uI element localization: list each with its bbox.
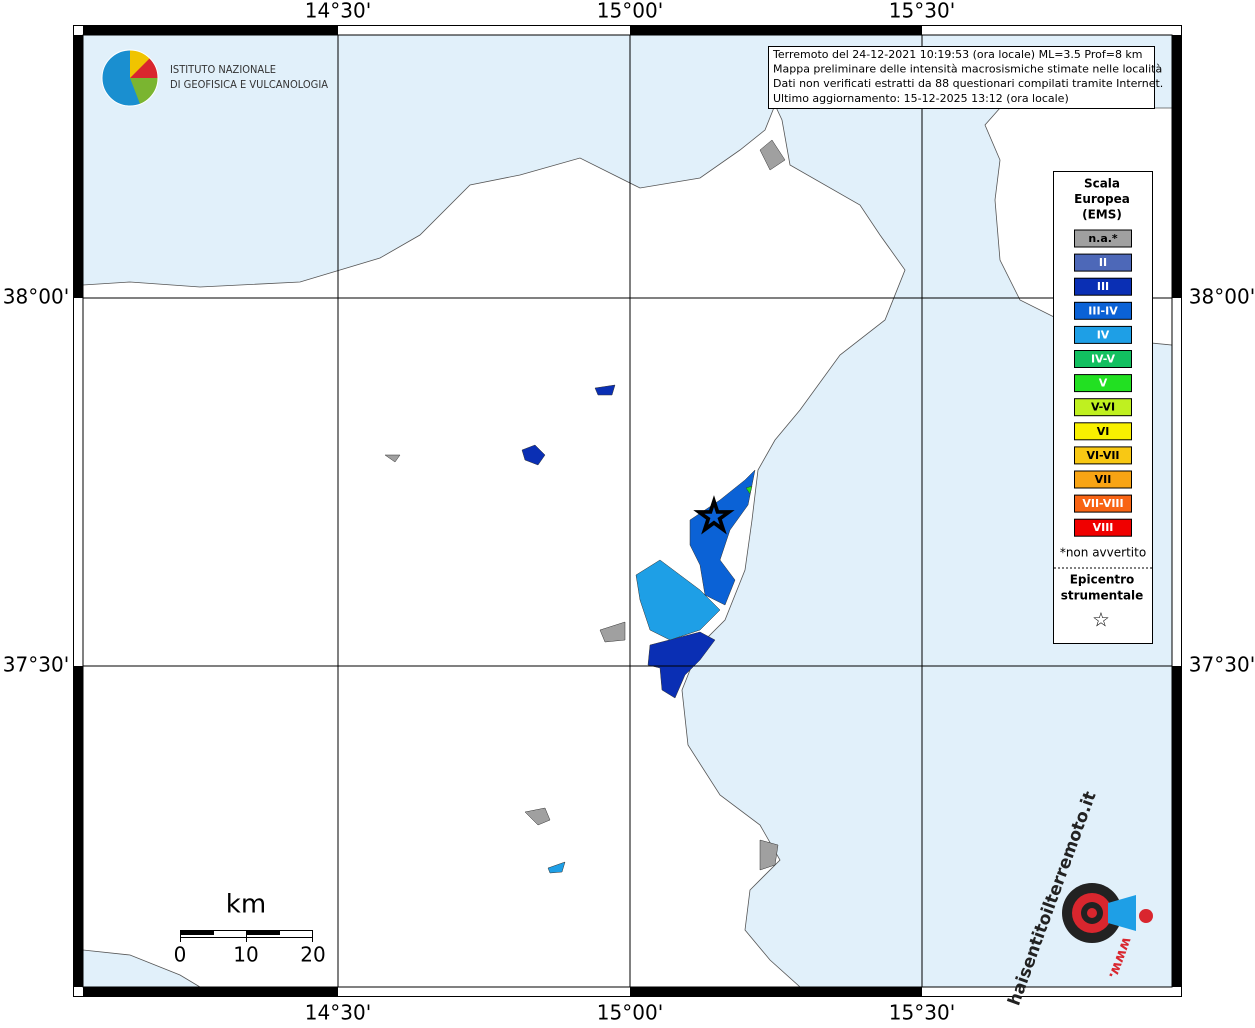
scale-label: 10 [233,943,258,967]
scale-label: 20 [300,943,325,967]
legend-swatch [1074,494,1132,513]
legend-epicenter: Epicentro [1070,573,1135,587]
frame [73,25,1182,997]
legend-label: VI-VII [1086,449,1119,462]
info-line: Ultimo aggiornamento: 15-12-2025 13:12 (… [773,92,1069,105]
legend-star: ☆ [1092,608,1110,632]
legend-swatch [1074,518,1132,537]
longitude-label: 15°30' [889,0,955,23]
longitude-label: 15°00' [597,0,663,23]
legend-swatch [1074,374,1132,393]
legend-label: IV [1097,328,1110,341]
legend-label: III-IV [1088,304,1118,317]
legend-label: III [1097,280,1109,293]
legend-swatch [1074,277,1132,296]
legend-label: n.a.* [1088,232,1118,245]
ingv-logo [101,49,159,107]
latitude-label: 37°30' [3,653,69,677]
legend-swatch [1074,325,1132,344]
info-line: Dati non verificati estratti da 88 quest… [773,77,1163,90]
legend-swatch [1074,422,1132,441]
legend-swatch [1074,446,1132,465]
legend-swatch [1074,350,1132,368]
legend-label: VIII [1093,521,1114,534]
intensity-patches [384,139,786,874]
scale-unit: km [226,890,266,920]
info-line: Mappa preliminare delle intensità macros… [773,63,1162,76]
legend-swatch [1074,301,1132,320]
legend-label: V [1099,377,1108,390]
graticule [83,35,1172,987]
legend-title: Scala [1084,177,1120,191]
legend-swatch [1074,470,1132,489]
legend-label: VI [1097,425,1110,438]
legend-swatch [1074,253,1132,272]
latitude-label: 37°30' [1189,653,1255,677]
frame-ticks [74,26,1181,996]
legend-swatch [1074,229,1132,248]
longitude-label: 14°30' [305,1001,371,1025]
legend-label: IV-V [1091,353,1116,366]
frame-inner [82,34,1173,988]
longitude-label: 14°30' [305,0,371,23]
legend-title: (EMS) [1082,208,1122,222]
epicenter-star: ☆ [694,491,733,542]
logo-text: ISTITUTO NAZIONALE [170,64,276,77]
legend-title: Europea [1074,192,1130,206]
scale-bar [180,930,313,942]
legend-label: VII-VIII [1082,497,1123,510]
legend-label: II [1099,256,1107,269]
badge-logo [1062,883,1153,943]
info-box [768,46,1155,109]
logo-text: DI GEOFISICA E VULCANOLOGIA [170,79,329,92]
latitude-label: 38°00' [3,285,69,309]
latitude-label: 38°00' [1189,285,1255,309]
scale-label: 0 [174,943,187,967]
longitude-label: 15°00' [597,1001,663,1025]
longitude-label: 15°30' [889,1001,955,1025]
legend-epicenter: strumentale [1061,589,1144,603]
info-line: Terremoto del 24-12-2021 10:19:53 (ora l… [772,48,1143,61]
legend-label: VII [1095,473,1112,486]
legend-label: V-VI [1091,401,1115,414]
legend-note: *non avvertito [1060,546,1146,560]
legend-swatch [1074,398,1132,417]
